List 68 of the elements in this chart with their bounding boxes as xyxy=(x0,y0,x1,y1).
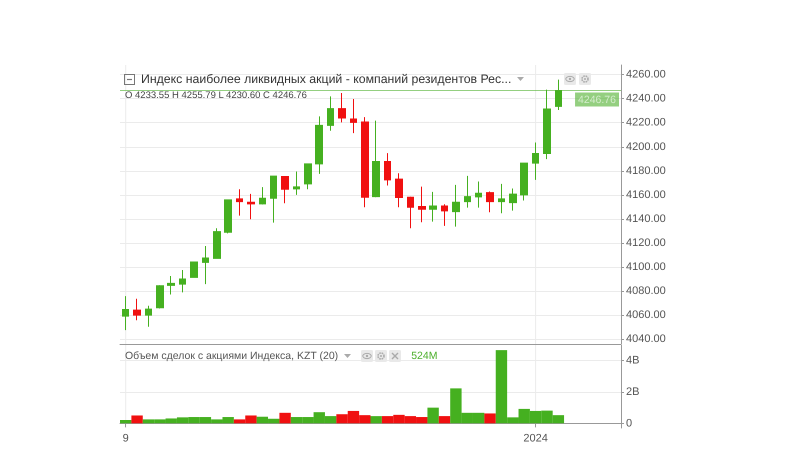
candlestick xyxy=(202,245,209,285)
candlestick xyxy=(452,184,460,228)
candlestick xyxy=(441,204,448,226)
candlestick xyxy=(350,98,357,134)
candlestick xyxy=(167,276,175,295)
text: O 4233.55 H 4255.79 L 4230.60 C 4246.76 xyxy=(125,90,307,101)
candlestick xyxy=(156,284,164,310)
bar xyxy=(279,412,291,424)
text: Объем сделок с акциями Индекса, KZT (20) xyxy=(125,350,338,362)
bar xyxy=(120,420,132,424)
y-tick-label: 4180.00 xyxy=(626,164,666,177)
bar xyxy=(438,416,450,424)
candlestick xyxy=(520,162,528,202)
candlestick xyxy=(543,89,551,160)
y-tick-label: 4120.00 xyxy=(626,236,666,249)
ref-line-label: 4246.76 xyxy=(578,94,616,106)
candlestick xyxy=(122,296,129,331)
y-tick-label: 4060.00 xyxy=(626,309,666,322)
bar xyxy=(131,415,143,424)
candlestick xyxy=(293,171,300,196)
candlestick xyxy=(429,191,437,222)
candlestick xyxy=(270,175,277,224)
y-tick-label: 0 xyxy=(626,417,632,430)
annotation: 524M xyxy=(411,350,438,362)
candlestick xyxy=(464,175,471,208)
candlestick xyxy=(224,198,232,234)
bar xyxy=(427,408,439,424)
y-tick-label: 4220.00 xyxy=(626,116,666,129)
candlestick xyxy=(372,120,380,198)
candlestick xyxy=(190,261,198,278)
y-tick-label: 4100.00 xyxy=(626,261,666,274)
candlestick xyxy=(179,270,186,293)
y-tick-label: 4240.00 xyxy=(626,92,666,105)
candlestick xyxy=(509,188,517,212)
candlestick xyxy=(236,188,243,216)
candlestick xyxy=(213,228,221,260)
bar xyxy=(370,416,382,424)
candlestick xyxy=(145,305,152,328)
y-tick-label: 4260.00 xyxy=(626,68,666,81)
candlestick xyxy=(475,181,482,208)
y-tick-label: 4B xyxy=(626,354,640,367)
text: Индекс наиболее ликвидных акций - компаний резидентов Рес... xyxy=(141,72,512,86)
y-tick-label: 4200.00 xyxy=(626,140,666,153)
candlestick xyxy=(133,298,141,321)
candlestick xyxy=(395,172,403,208)
x-tick-label: 2024 xyxy=(523,432,548,444)
candlestick xyxy=(304,162,312,190)
candlestick xyxy=(338,92,346,123)
y-tick-label: 2B xyxy=(626,386,640,398)
y-tick-label: 4040.00 xyxy=(626,333,666,346)
y-tick-label: 4160.00 xyxy=(626,188,666,201)
candlestick xyxy=(247,193,255,220)
candlestick xyxy=(327,96,334,132)
candlestick xyxy=(361,116,369,208)
x-tick-label: 9 xyxy=(122,432,129,444)
bar xyxy=(484,413,496,424)
candlestick xyxy=(498,183,505,214)
candlestick xyxy=(532,142,539,180)
candlestick xyxy=(555,79,562,110)
candlestick xyxy=(259,186,266,205)
candlestick xyxy=(486,191,494,213)
y-tick-label: 4080.00 xyxy=(626,285,666,298)
candlestick xyxy=(315,116,323,174)
y-tick-label: 4140.00 xyxy=(626,212,666,225)
candlestick xyxy=(407,196,414,229)
candlestick xyxy=(281,176,289,204)
candlestick xyxy=(384,152,391,186)
candlestick xyxy=(418,186,426,223)
